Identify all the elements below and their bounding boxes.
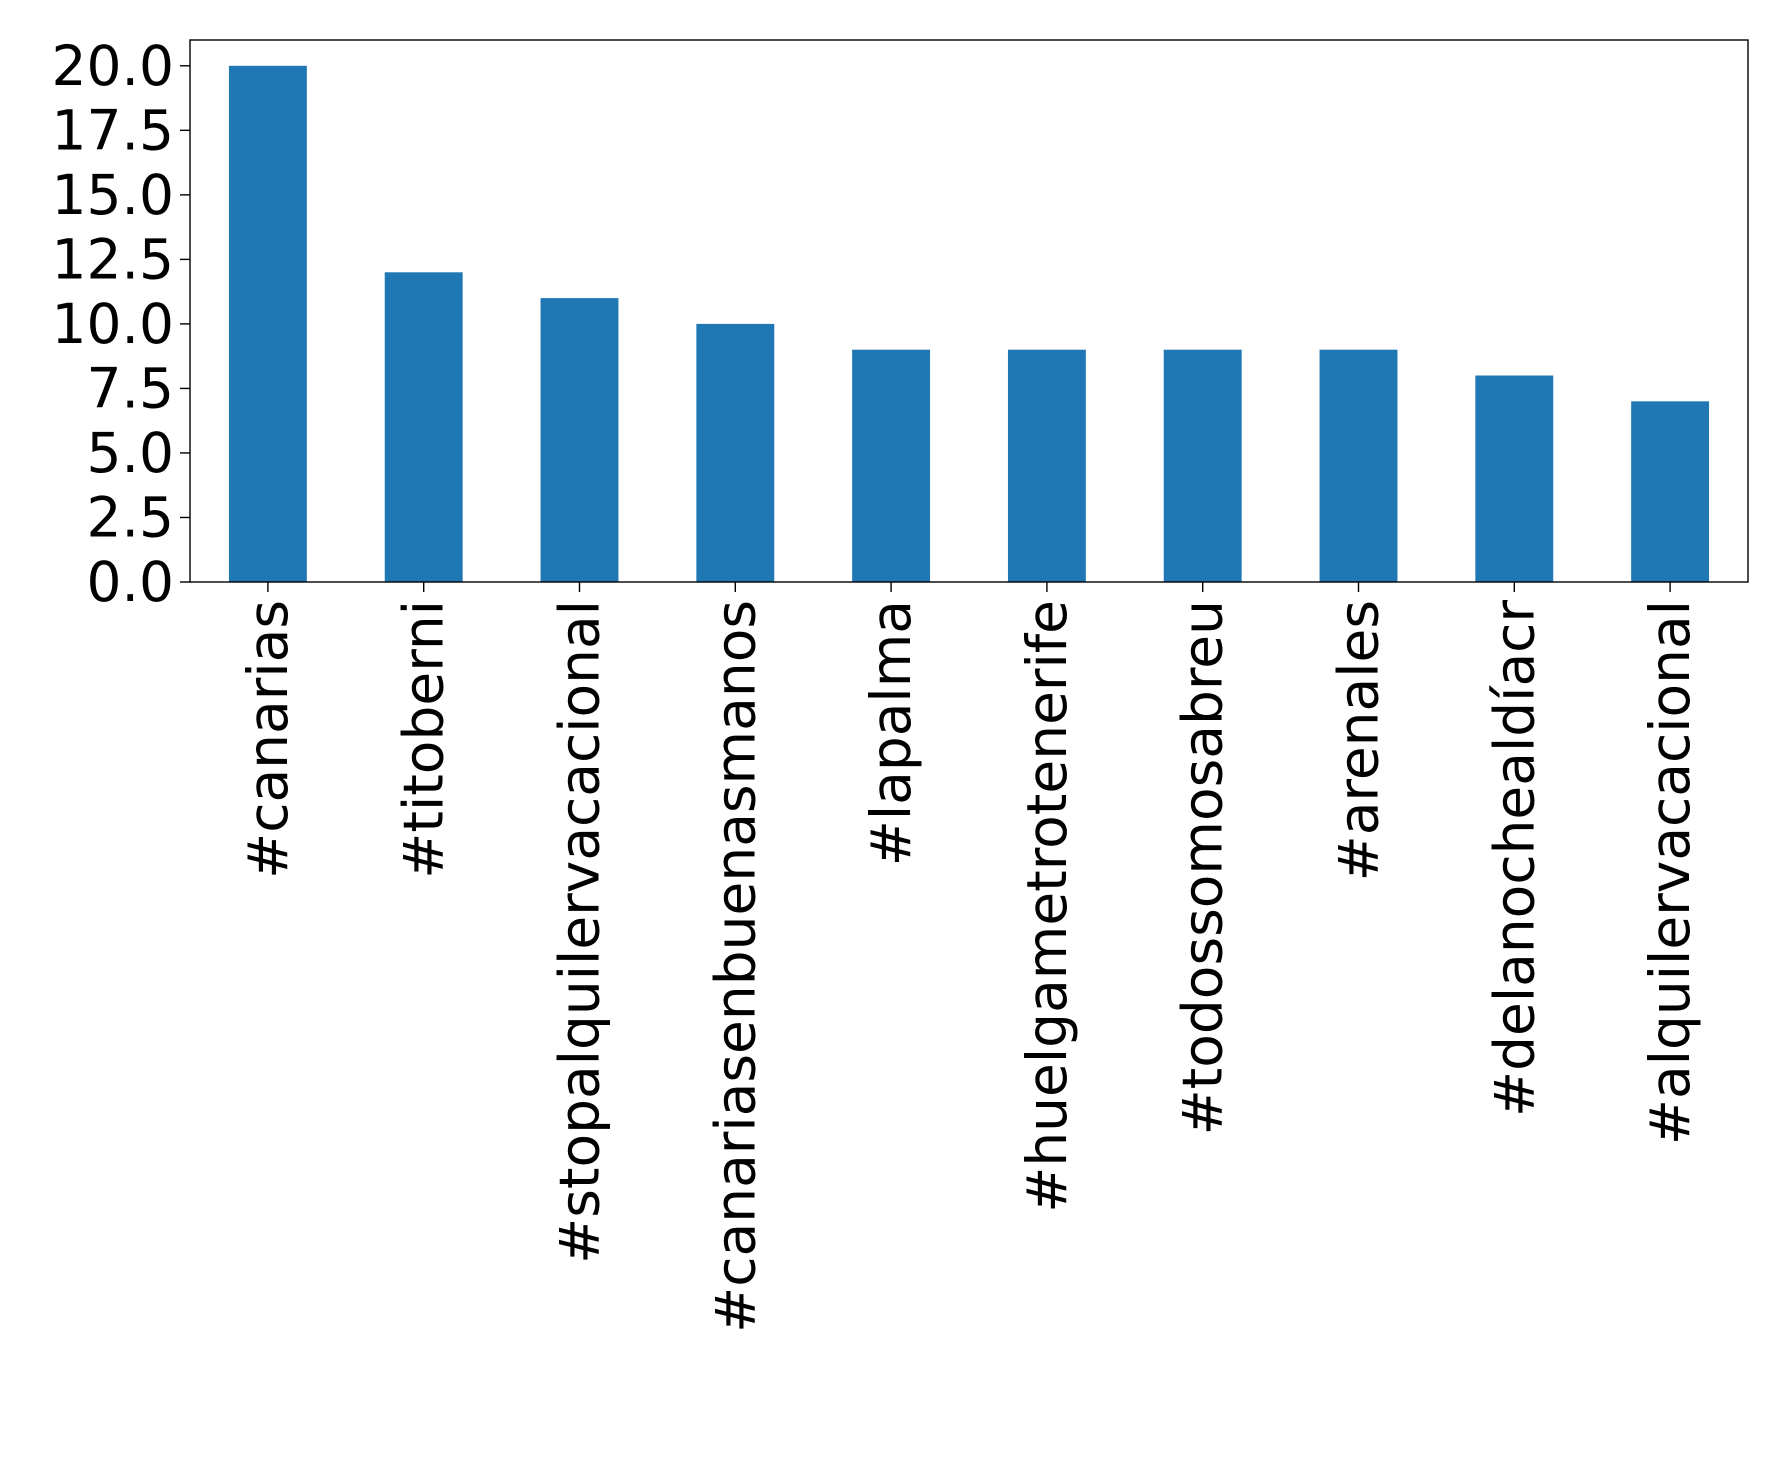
- x-tick-label: #lapalma: [859, 600, 923, 866]
- bar-lapalma: [852, 349, 931, 582]
- x-tick-label: #arenales: [1327, 600, 1391, 881]
- x-tick-label: #todossomosabreu: [1171, 600, 1235, 1135]
- bar-arenales: [1319, 349, 1398, 582]
- y-tick-label: 2.5: [87, 485, 174, 549]
- bar-stopalquilervacacional: [540, 298, 619, 582]
- bar-canarias: [228, 65, 307, 582]
- x-axis-ticks: #canarias #titoberni #stopalquilervacacion…: [236, 582, 1702, 1333]
- x-tick-label: #canariasenbuenasmanos: [703, 600, 767, 1333]
- y-tick-label: 15.0: [52, 163, 174, 227]
- y-tick-label: 20.0: [52, 34, 174, 98]
- y-tick-label: 7.5: [87, 356, 174, 420]
- y-tick-label: 0.0: [87, 550, 174, 614]
- y-tick-label: 17.5: [52, 98, 174, 162]
- x-tick-label: #huelgametrotenerife: [1015, 600, 1079, 1213]
- bar-titoberni: [384, 272, 463, 582]
- plot-frame: [189, 39, 1749, 583]
- bar-alquilervacacional: [1631, 401, 1710, 582]
- bar-todossomosabreu: [1163, 349, 1242, 582]
- bar-canariasenbuenasmanos: [696, 323, 775, 582]
- y-tick-label: 12.5: [52, 227, 174, 291]
- x-tick-label: #alquilervacacional: [1638, 600, 1702, 1145]
- x-tick-label: #stopalquilervacacional: [548, 600, 612, 1264]
- x-tick-label: #canarias: [236, 600, 300, 879]
- x-tick-label: #delanochealdíacr: [1482, 600, 1546, 1117]
- y-axis-ticks: 0.02.55.07.510.012.515.017.520.0: [52, 34, 190, 614]
- bar-huelgametrotenerife: [1007, 349, 1086, 582]
- x-tick-label: #titoberni: [392, 600, 456, 879]
- y-tick-label: 10.0: [52, 292, 174, 356]
- y-tick-label: 5.0: [87, 421, 174, 485]
- bars-layer: [228, 65, 1710, 582]
- bar-delanochealdíacr: [1475, 375, 1554, 582]
